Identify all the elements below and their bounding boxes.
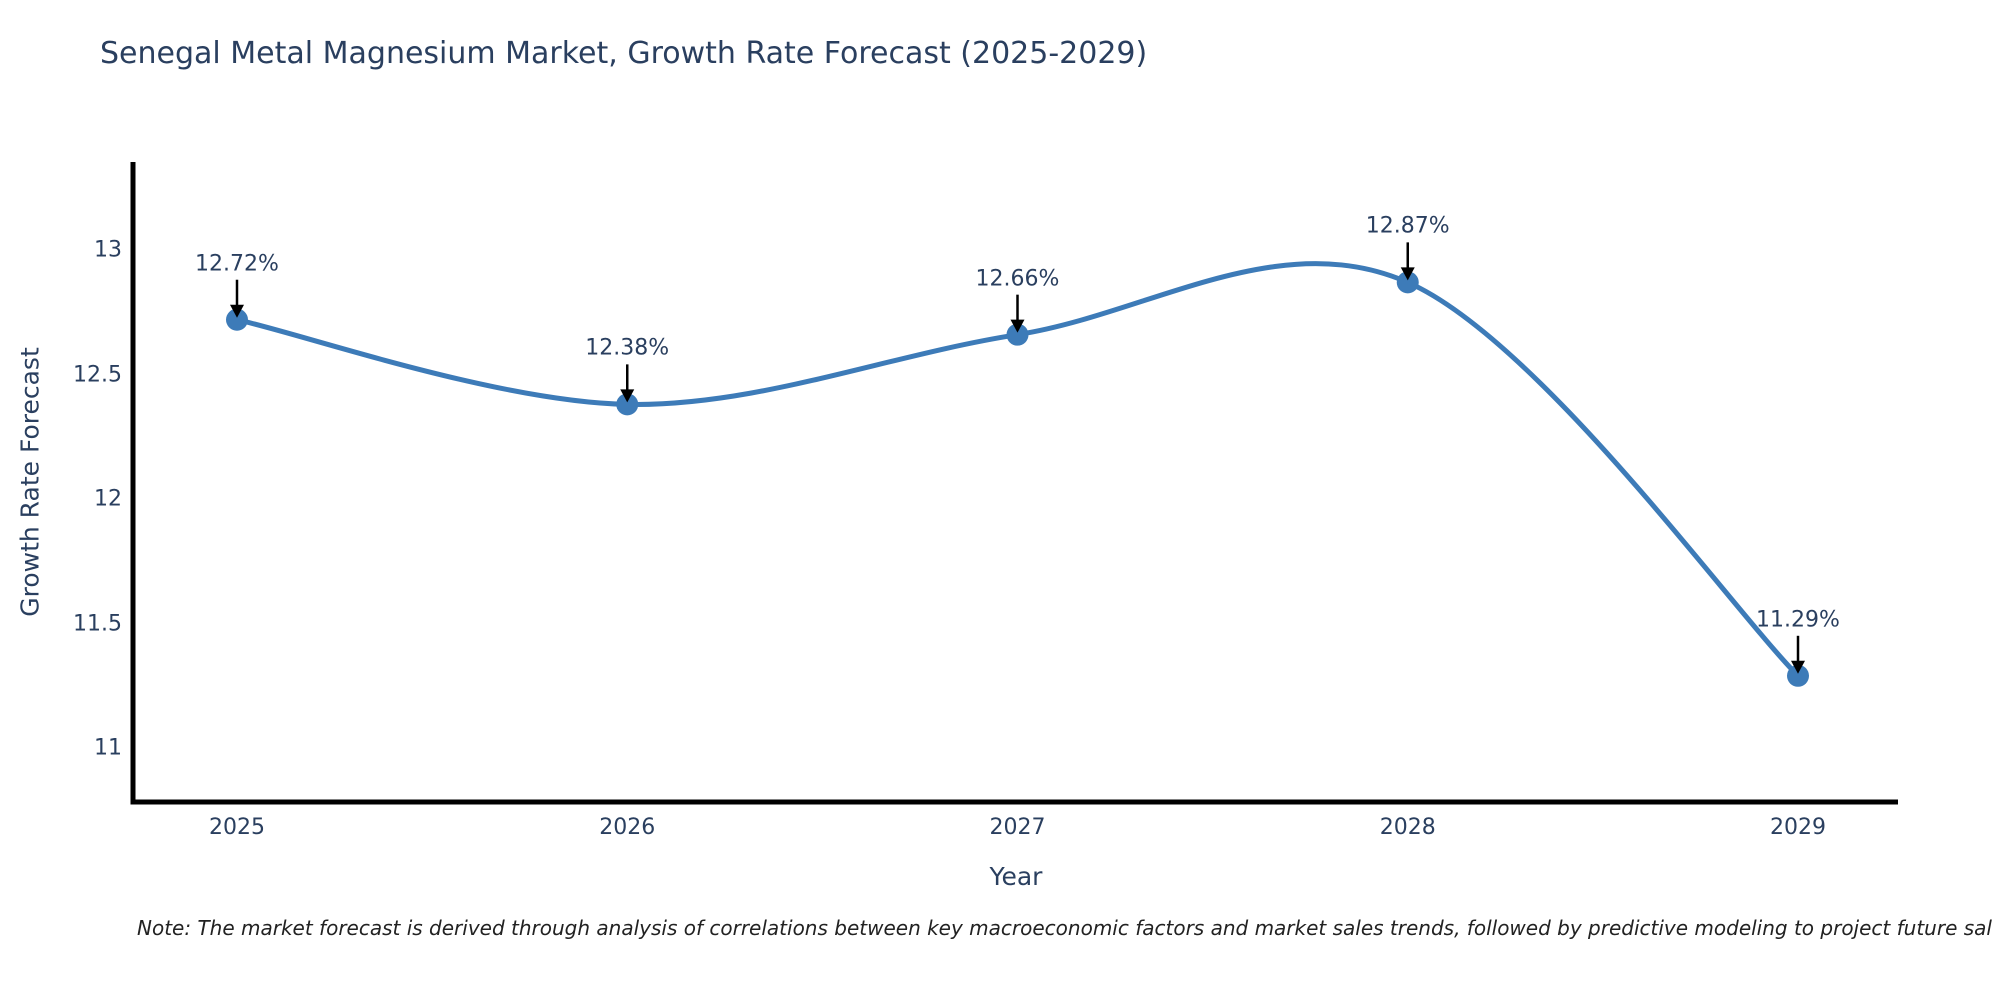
y-axis-title: Growth Rate Forecast [15,347,45,617]
point-value-label: 11.29% [1756,607,1840,633]
annotation-arrowhead [620,389,635,403]
point-value-label: 12.87% [1365,213,1450,239]
point-value-label: 12.38% [585,335,670,361]
data-point-marker [616,393,639,416]
annotation-arrowhead [230,304,244,318]
data-point-marker [1006,323,1029,346]
footnote: Note: The market forecast is derived thr… [137,916,1992,940]
y-tick-label: 11 [94,735,122,761]
x-tick-label: 2026 [599,815,656,840]
data-point-marker [1396,271,1419,294]
point-value-label: 12.66% [975,266,1060,292]
chart-title: Senegal Metal Magnesium Market, Growth R… [100,36,1148,71]
x-tick-label: 2025 [209,815,265,840]
data-point-marker [1787,664,1809,687]
y-tick-label: 12 [94,486,122,512]
annotation-arrowhead [1010,319,1025,333]
y-tick-label: 11.5 [73,611,122,636]
annotation-arrowhead [1400,267,1415,281]
annotation-arrowhead [1791,660,1805,674]
x-tick-label: 2029 [1770,815,1826,840]
data-point-marker [226,308,248,331]
x-tick-label: 2028 [1379,815,1436,840]
x-tick-label: 2027 [989,815,1046,840]
point-value-label: 12.72% [195,251,279,277]
y-tick-label: 12.5 [73,362,122,387]
y-tick-label: 13 [94,237,122,263]
x-axis-title: Year [989,862,1043,891]
